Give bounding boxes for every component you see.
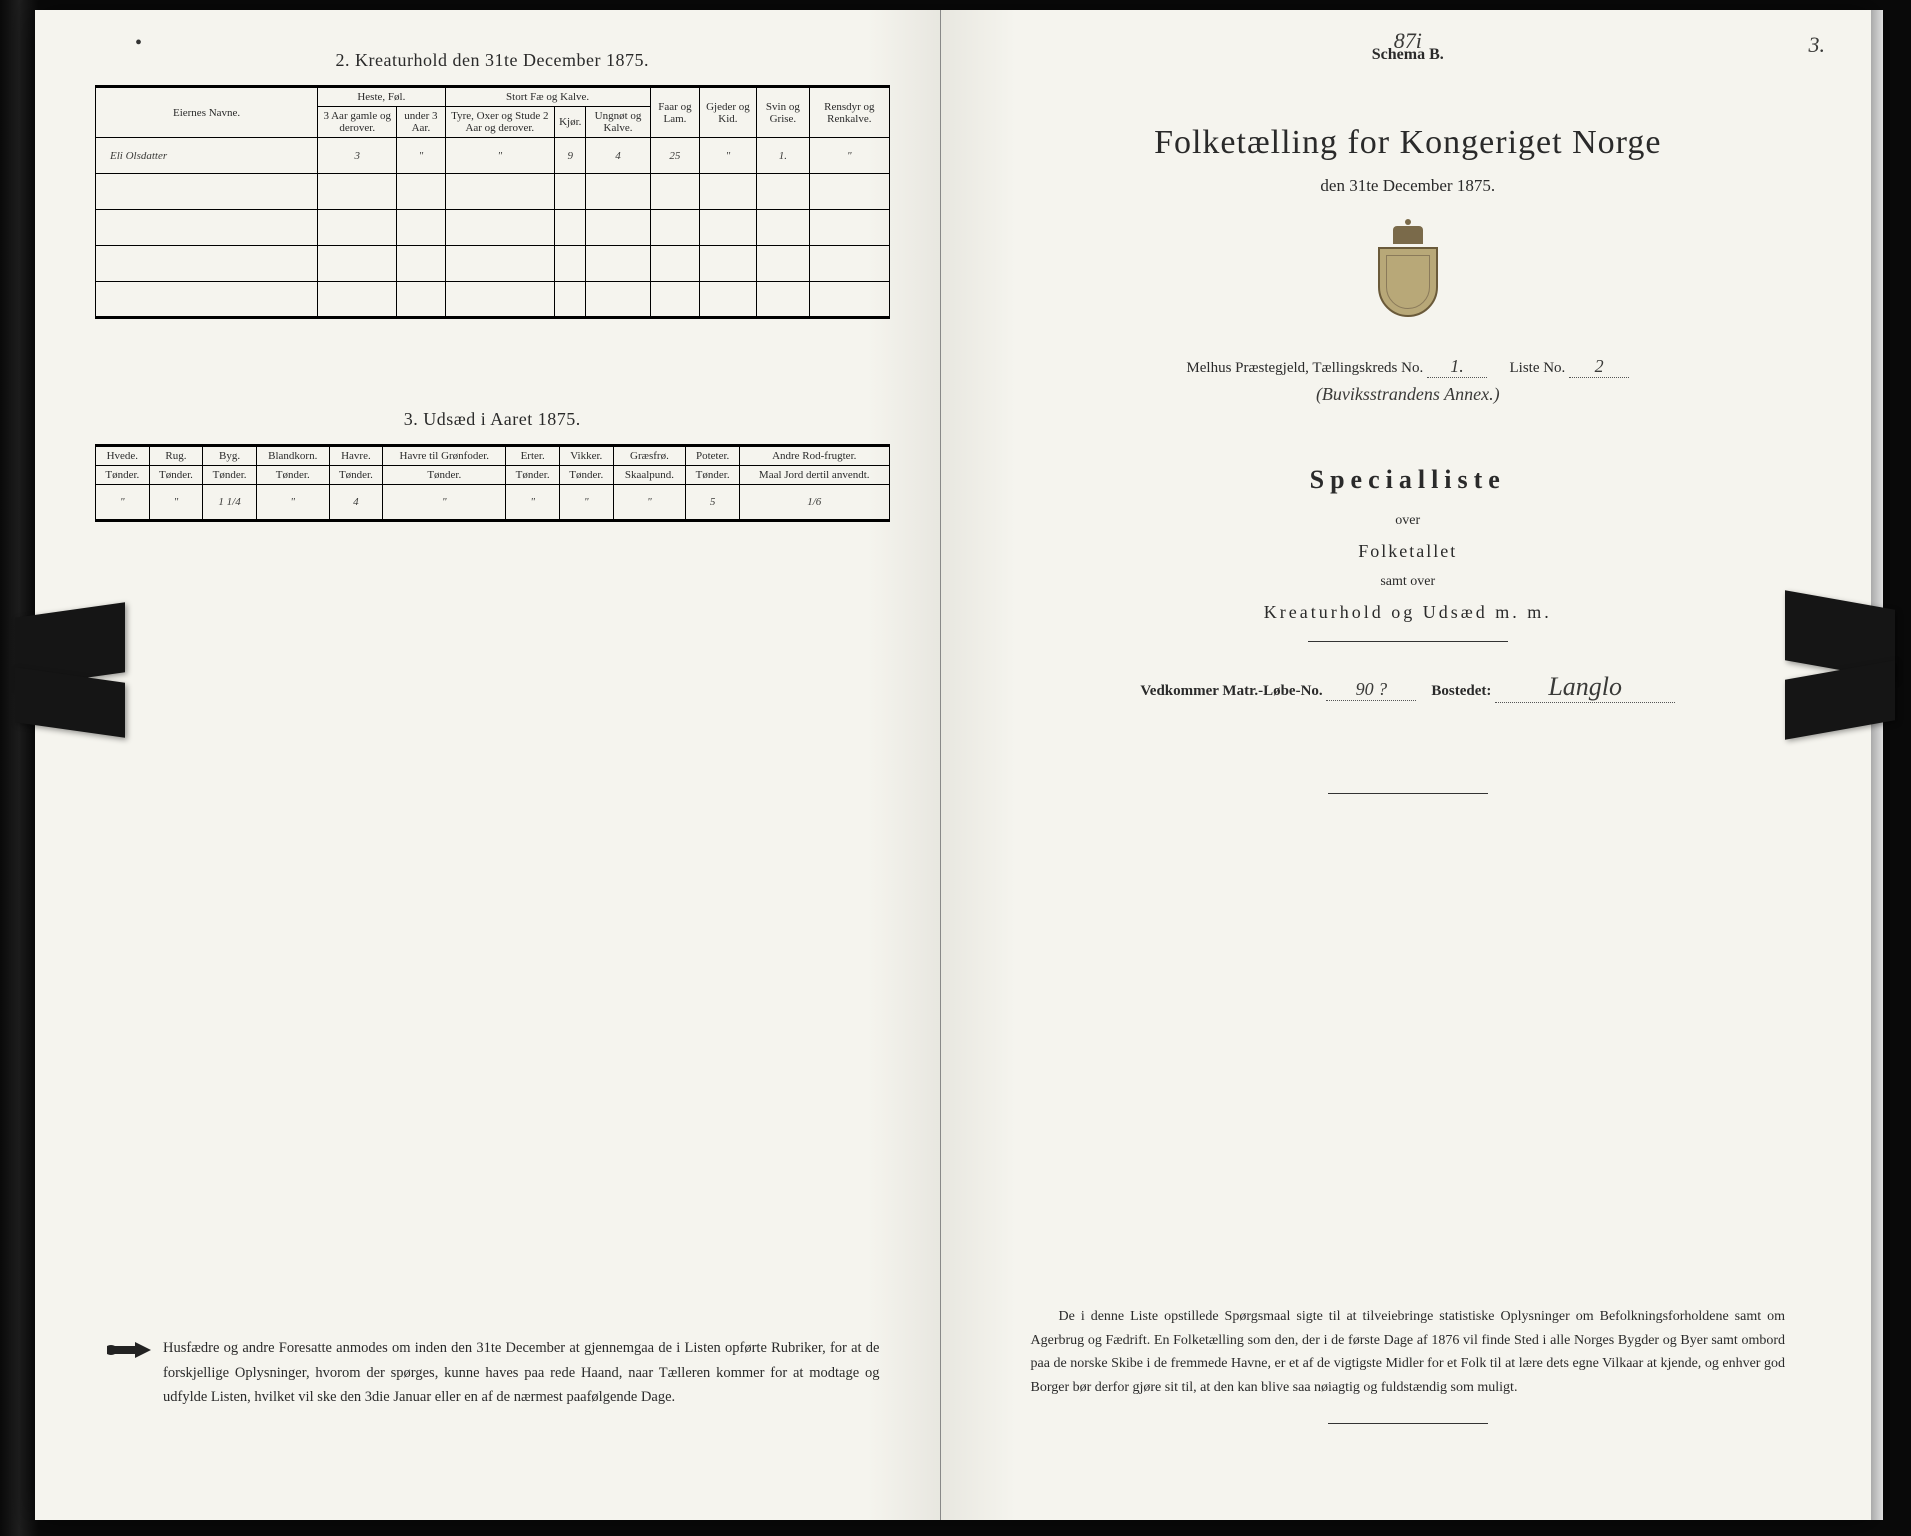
udsaed-table: Hvede. Rug. Byg. Blandkorn. Havre. Havre… bbox=[95, 444, 890, 522]
census-date: den 31te December 1875. bbox=[1011, 176, 1806, 196]
divider bbox=[1328, 1423, 1488, 1424]
sub-h1: 3 Aar gamle og derover. bbox=[318, 107, 397, 138]
table-row: " " 1 1/4 " 4 " " " " 5 1/6 bbox=[96, 485, 890, 521]
table-row bbox=[96, 282, 890, 318]
samt-over-label: samt over bbox=[1011, 574, 1806, 590]
sub-s2: Kjør. bbox=[555, 107, 586, 138]
left-footnote: Husfædre og andre Foresatte anmodes om i… bbox=[105, 1336, 880, 1410]
table-row bbox=[96, 246, 890, 282]
udsaed-units-row: Tønder. Tønder. Tønder. Tønder. Tønder. … bbox=[96, 466, 890, 485]
grp-stort: Stort Fæ og Kalve. bbox=[445, 87, 650, 107]
district-line: Melhus Præstegjeld, Tællingskreds No. 1.… bbox=[1011, 356, 1806, 378]
table-row: Eli Olsdatter 3 " " 9 4 25 " 1. " bbox=[96, 138, 890, 174]
kreaturhold-body: Eli Olsdatter 3 " " 9 4 25 " 1. " bbox=[96, 138, 890, 318]
bosted-name: Langlo bbox=[1495, 672, 1675, 703]
book-spread: • 2. Kreaturhold den 31te December 1875.… bbox=[35, 10, 1875, 1520]
district-annex: (Buviksstrandens Annex.) bbox=[1011, 384, 1806, 405]
table-row bbox=[96, 174, 890, 210]
over-label: over bbox=[1011, 513, 1806, 529]
right-footnote: De i denne Liste opstillede Spørgsmaal s… bbox=[1031, 1305, 1786, 1400]
section3-title: 3. Udsæd i Aaret 1875. bbox=[95, 409, 890, 430]
col-eier: Eiernes Navne. bbox=[96, 87, 318, 138]
pointing-hand-icon bbox=[105, 1336, 153, 1364]
sub-h2: under 3 Aar. bbox=[397, 107, 445, 138]
sub-s3: Ungnøt og Kalve. bbox=[586, 107, 650, 138]
liste-no: 2 bbox=[1569, 356, 1629, 378]
kreaturhold-table: Eiernes Navne. Heste, Føl. Stort Fæ og K… bbox=[95, 85, 890, 319]
bosted-line: Vedkommer Matr.-Løbe-No. 90 ? Bostedet: … bbox=[1011, 672, 1806, 703]
col-rensdyr: Rensdyr og Renkalve. bbox=[810, 87, 889, 138]
grp-heste: Heste, Føl. bbox=[318, 87, 445, 107]
district-no: 1. bbox=[1427, 356, 1487, 378]
udsaed-header-row: Hvede. Rug. Byg. Blandkorn. Havre. Havre… bbox=[96, 446, 890, 466]
section2-title: 2. Kreaturhold den 31te December 1875. bbox=[95, 50, 890, 71]
folketallet-label: Folketallet bbox=[1011, 541, 1806, 562]
col-gjeder: Gjeder og Kid. bbox=[700, 87, 756, 138]
left-page: • 2. Kreaturhold den 31te December 1875.… bbox=[35, 10, 941, 1520]
sub-s1: Tyre, Oxer og Stude 2 Aar og derover. bbox=[445, 107, 555, 138]
left-footnote-text: Husfædre og andre Foresatte anmodes om i… bbox=[163, 1336, 880, 1410]
col-faar: Faar og Lam. bbox=[650, 87, 700, 138]
specialliste-title: Specialliste bbox=[1011, 465, 1806, 495]
right-page: 87i 3. Schema B. Folketælling for Konger… bbox=[941, 10, 1876, 1520]
table-row bbox=[96, 210, 890, 246]
page-number: 3. bbox=[1809, 32, 1826, 58]
page-edge bbox=[1871, 10, 1883, 1520]
census-title: Folketælling for Kongeriget Norge bbox=[1011, 124, 1806, 162]
top-scribble: 87i bbox=[1394, 28, 1422, 54]
col-svin: Svin og Grise. bbox=[756, 87, 810, 138]
top-left-mark: • bbox=[135, 32, 142, 55]
kreaturhold-label: Kreaturhold og Udsæd m. m. bbox=[1011, 602, 1806, 623]
divider bbox=[1308, 641, 1508, 642]
divider bbox=[1328, 793, 1488, 794]
norway-crest-icon bbox=[1371, 226, 1445, 320]
matr-no: 90 ? bbox=[1326, 679, 1416, 701]
